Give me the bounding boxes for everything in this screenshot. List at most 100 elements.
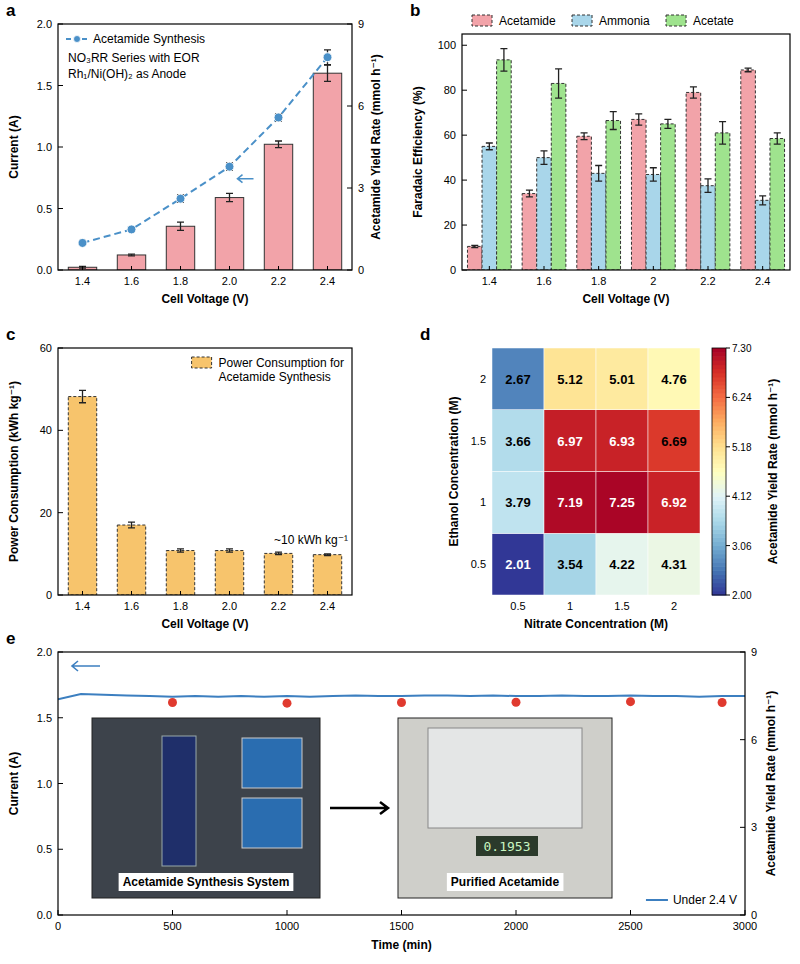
tick: [58, 85, 63, 86]
inset-label: Acetamide Synthesis System: [123, 875, 290, 889]
tick-label: 60: [40, 342, 52, 354]
tick: [58, 910, 59, 915]
axis-title: Current (A): [7, 752, 21, 815]
cell: [492, 410, 544, 472]
error-bar: [595, 165, 602, 181]
tick-label: 500: [163, 920, 181, 932]
insets: 0.1953Acetamide Synthesis SystemPurified…: [92, 718, 612, 898]
cell-label: 5.01: [609, 372, 634, 387]
error-bar: [226, 193, 233, 201]
legend-item: Acetamide Synthesis: [66, 32, 205, 46]
plot-area: [467, 49, 784, 270]
cell: [596, 348, 648, 410]
cell-label: 2.01: [505, 557, 530, 572]
tick: [347, 270, 352, 271]
colorbar-step: [712, 484, 726, 489]
error-bar: [745, 68, 752, 72]
category-tick: [180, 591, 181, 595]
colorbar-step: [712, 434, 726, 439]
cell-label: 6.92: [661, 495, 686, 510]
colorbar-step: [712, 492, 726, 497]
plot-frame: [58, 652, 745, 915]
tick: [172, 910, 173, 915]
cell-label: 4.22: [609, 557, 634, 572]
colorbar-step: [712, 583, 726, 588]
error-bar: [324, 554, 331, 556]
colorbar-step: [712, 356, 726, 361]
error-bar: [177, 222, 184, 230]
tick-label: 2: [650, 275, 656, 287]
axis-title: Cell Voltage (V): [161, 292, 248, 306]
cell: [544, 410, 596, 472]
colorbar-step: [712, 537, 726, 542]
scatter-point: [626, 697, 635, 706]
colorbar-step: [712, 360, 726, 365]
bar: [497, 60, 512, 270]
tick-label: 100: [438, 39, 456, 51]
annotation: Rh₁/Ni(OH)₂ as Anode: [68, 67, 186, 81]
error-bar: [650, 168, 657, 181]
tick: [740, 915, 745, 916]
colorbar-step: [712, 389, 726, 394]
cell: [492, 472, 544, 534]
tick-label: 6: [358, 100, 364, 112]
legend-label: Acetamide Synthesis: [93, 32, 205, 46]
annotation: NO₃RR Series with EOR: [68, 51, 200, 65]
inset-label-bg: [119, 873, 294, 891]
bar: [166, 226, 194, 270]
tick: [462, 225, 467, 226]
legend-label: Acetamide: [499, 14, 556, 28]
tick-label: 3000: [733, 920, 757, 932]
tick: [58, 595, 63, 596]
error-bar: [486, 143, 493, 150]
bar: [264, 144, 292, 270]
plot-frame: [58, 24, 352, 270]
legend-swatch: [192, 357, 212, 368]
axis-title: Acetamide Yield Rate (mmol h⁻¹): [369, 54, 383, 240]
category-tick: [229, 266, 230, 270]
cell: [648, 348, 700, 410]
panel-letter: d: [420, 325, 430, 344]
cell-label: 3.79: [505, 495, 530, 510]
colorbar-step: [712, 521, 726, 526]
category-tick: [229, 591, 230, 595]
inset-arrow: [330, 802, 388, 814]
colorbar-step: [712, 373, 726, 378]
tick-label: 1.8: [173, 275, 188, 287]
tick-label: 1000: [275, 920, 299, 932]
axis-title: Nitrate Concentration (M): [524, 617, 668, 631]
tick-label: 2.2: [700, 275, 715, 287]
tick-label: 3.06: [732, 541, 752, 552]
colorbar-step: [712, 500, 726, 505]
inset-photo: [398, 718, 612, 898]
tick: [726, 348, 730, 349]
colorbar-step: [712, 566, 726, 571]
cell-label: 7.25: [609, 495, 634, 510]
category-tick: [278, 266, 279, 270]
tick-label: 1.6: [536, 275, 551, 287]
error-bar: [79, 390, 86, 402]
error-bar: [471, 245, 478, 247]
legend: Under 2.4 V: [646, 893, 737, 907]
tick-label: 60: [444, 129, 456, 141]
bar: [313, 73, 341, 270]
axis-title: Cell Voltage (V): [582, 292, 669, 306]
tick-label: 2.4: [320, 600, 335, 612]
colorbar-step: [712, 422, 726, 427]
error-bar: [705, 179, 712, 192]
colorbar-step: [712, 541, 726, 546]
bar: [770, 139, 785, 270]
colorbar-step: [712, 579, 726, 584]
error-bar: [610, 112, 617, 130]
legend-swatch: [472, 15, 492, 26]
colorbar-step: [712, 352, 726, 357]
error-bar: [719, 122, 726, 144]
tick: [726, 595, 730, 596]
tick: [726, 545, 730, 546]
panel-b: 0204060801001.41.61.822.22.4Cell Voltage…: [410, 1, 790, 306]
tick: [58, 512, 63, 513]
scatter-point: [283, 699, 292, 708]
error-bar: [177, 195, 184, 202]
cell: [596, 533, 648, 595]
colorbar-step: [712, 509, 726, 514]
